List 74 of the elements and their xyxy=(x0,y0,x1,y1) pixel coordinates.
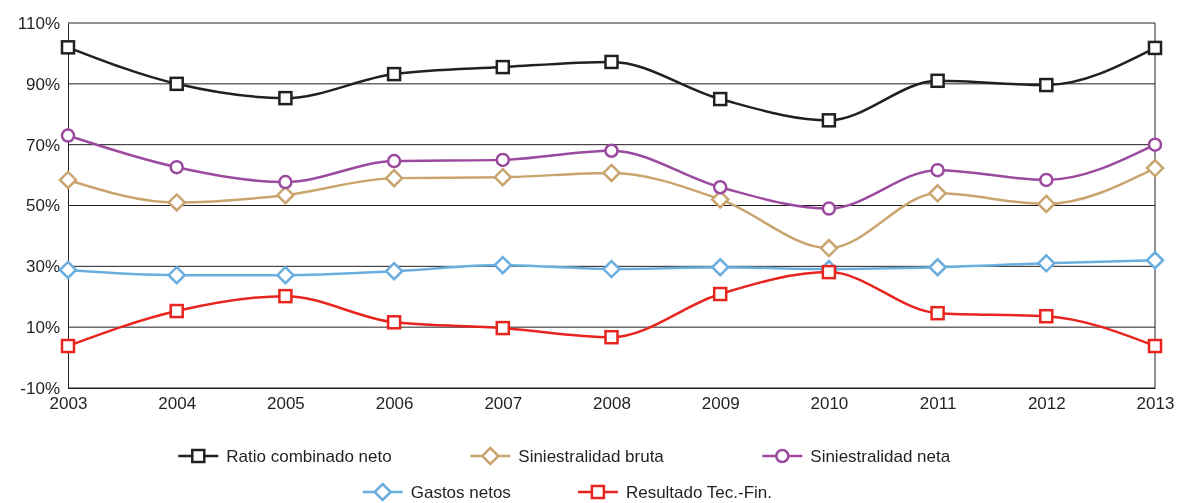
point xyxy=(821,264,837,280)
y-tick-label: 70% xyxy=(25,135,60,155)
point xyxy=(386,153,402,169)
point xyxy=(167,265,186,285)
x-tick-label: 2011 xyxy=(919,394,957,414)
point xyxy=(1147,338,1163,354)
point xyxy=(1039,308,1054,324)
y-tick-label: 110% xyxy=(17,13,60,33)
point xyxy=(60,128,76,143)
point xyxy=(1037,254,1056,273)
point xyxy=(602,259,621,279)
point xyxy=(1039,77,1054,93)
x-tick-label: 2008 xyxy=(593,394,631,414)
y-tick-label: 50% xyxy=(25,196,60,216)
point xyxy=(384,261,404,281)
point xyxy=(167,193,186,212)
point xyxy=(495,59,511,75)
point xyxy=(58,260,78,280)
point xyxy=(384,168,404,188)
y-tick-label: 30% xyxy=(25,257,60,277)
point xyxy=(928,184,947,203)
point xyxy=(169,159,184,175)
x-tick-label: 2010 xyxy=(810,394,849,414)
point xyxy=(819,238,839,258)
point xyxy=(1039,172,1054,188)
point xyxy=(495,152,511,168)
x-tick-label: 2006 xyxy=(375,394,414,414)
point xyxy=(58,170,78,190)
point xyxy=(930,162,945,178)
point xyxy=(1037,194,1056,214)
point xyxy=(495,320,511,336)
point xyxy=(712,91,728,107)
point xyxy=(386,315,402,330)
point xyxy=(1147,137,1163,152)
point xyxy=(712,180,728,195)
point xyxy=(278,174,293,190)
x-tick-label: 2013 xyxy=(1136,394,1175,414)
point xyxy=(493,167,513,187)
y-tick-label: 10% xyxy=(25,318,60,338)
legend-label: Siniestralidad neta xyxy=(810,446,951,466)
legend-label: Resultado Tec.-Fin. xyxy=(625,482,773,502)
y-tick-label: 90% xyxy=(25,74,60,94)
x-tick-label: 2004 xyxy=(158,394,197,414)
point xyxy=(710,258,730,277)
point xyxy=(604,54,619,70)
point xyxy=(710,190,730,209)
point xyxy=(276,265,295,285)
point xyxy=(278,288,293,304)
point xyxy=(60,338,76,354)
point xyxy=(278,90,293,106)
point xyxy=(928,258,947,277)
x-tick-label: 2007 xyxy=(484,394,523,414)
point xyxy=(386,66,402,82)
x-tick-label: 2012 xyxy=(1027,394,1066,414)
legend-label: Gastos netos xyxy=(410,482,511,502)
point xyxy=(60,40,76,55)
point xyxy=(1147,40,1163,56)
point xyxy=(602,163,621,183)
point xyxy=(493,255,513,275)
point xyxy=(604,143,619,158)
point xyxy=(169,303,184,319)
point xyxy=(821,201,837,216)
point xyxy=(169,76,184,92)
point xyxy=(712,286,728,302)
point xyxy=(604,329,619,345)
legend-label: Ratio combinado neto xyxy=(226,446,392,466)
point xyxy=(821,113,837,128)
point xyxy=(930,305,945,321)
x-tick-label: 2009 xyxy=(701,394,740,414)
point xyxy=(1145,251,1165,270)
point xyxy=(1145,158,1165,178)
legend-label: Siniestralidad bruta xyxy=(518,446,665,466)
point xyxy=(930,73,945,89)
x-tick-label: 2005 xyxy=(266,394,305,414)
